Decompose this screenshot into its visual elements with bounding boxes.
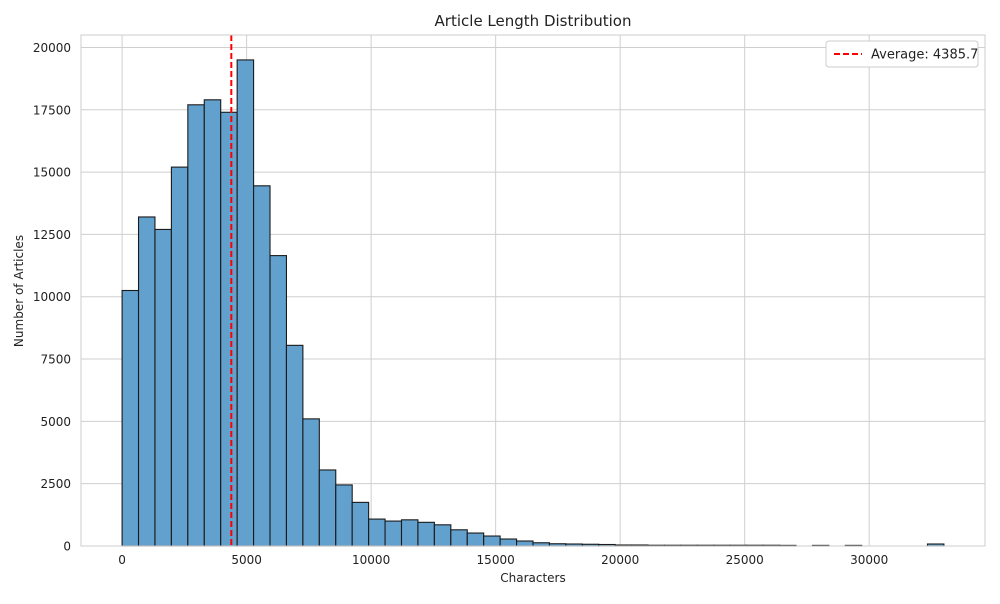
histogram-bar [187,104,205,547]
histogram-bar [302,418,320,547]
histogram-bar [335,484,353,547]
y-tick-label: 0 [63,540,71,554]
histogram-bar [483,535,501,547]
legend-box [825,40,979,68]
x-tick-label: 5000 [231,553,262,567]
y-tick-label: 10000 [33,290,71,304]
plot-border [80,34,986,547]
y-tick-label: 7500 [40,353,71,367]
bars-layer [121,59,945,547]
y-tick-label: 2500 [40,477,71,491]
histogram-bar [203,99,222,547]
histogram-bar [450,529,468,547]
histogram-bar [466,532,485,547]
x-tick-label: 25000 [726,553,764,567]
legend: Average: 4385.7 [825,40,979,68]
y-axis-label: Number of Articles [12,235,26,347]
plot-frame [80,34,986,547]
legend-mean-label: Average: 4385.7 [871,48,978,63]
x-tick-label: 30000 [850,553,888,567]
y-tick-label: 12500 [33,228,71,242]
histogram-bar [236,59,255,547]
x-axis-label: Characters [500,571,566,585]
histogram-bar [516,540,534,547]
y-tick-label: 20000 [33,41,71,55]
histogram-bar [121,289,140,547]
chart-title: Article Length Distribution [435,12,632,30]
histogram-bar [318,469,337,547]
histogram-bar [285,344,304,547]
histogram-bar [433,524,452,547]
histogram-bar [253,185,271,547]
x-tick-label: 15000 [477,553,515,567]
histogram-bar [384,520,403,547]
x-tick-label: 10000 [352,553,390,567]
histogram-bar [137,216,156,547]
histogram-bar [269,255,288,547]
histogram-bar [368,518,386,547]
histogram-bar [170,166,189,547]
histogram-bar [154,228,172,547]
x-tick-label: 0 [118,553,126,567]
y-tick-label: 15000 [33,166,71,180]
y-tick-label: 17500 [33,103,71,117]
x-tick-label: 20000 [601,553,639,567]
histogram-bar [417,521,435,547]
histogram-bar [499,538,518,547]
y-tick-label: 5000 [40,415,71,429]
tick-labels-layer: 0 5000 10000 15000 20000 25000 30000 0 2500 5000 7… [33,41,888,567]
histogram-bar [400,519,419,547]
histogram-bar [220,111,238,547]
histogram-bar [351,501,370,547]
